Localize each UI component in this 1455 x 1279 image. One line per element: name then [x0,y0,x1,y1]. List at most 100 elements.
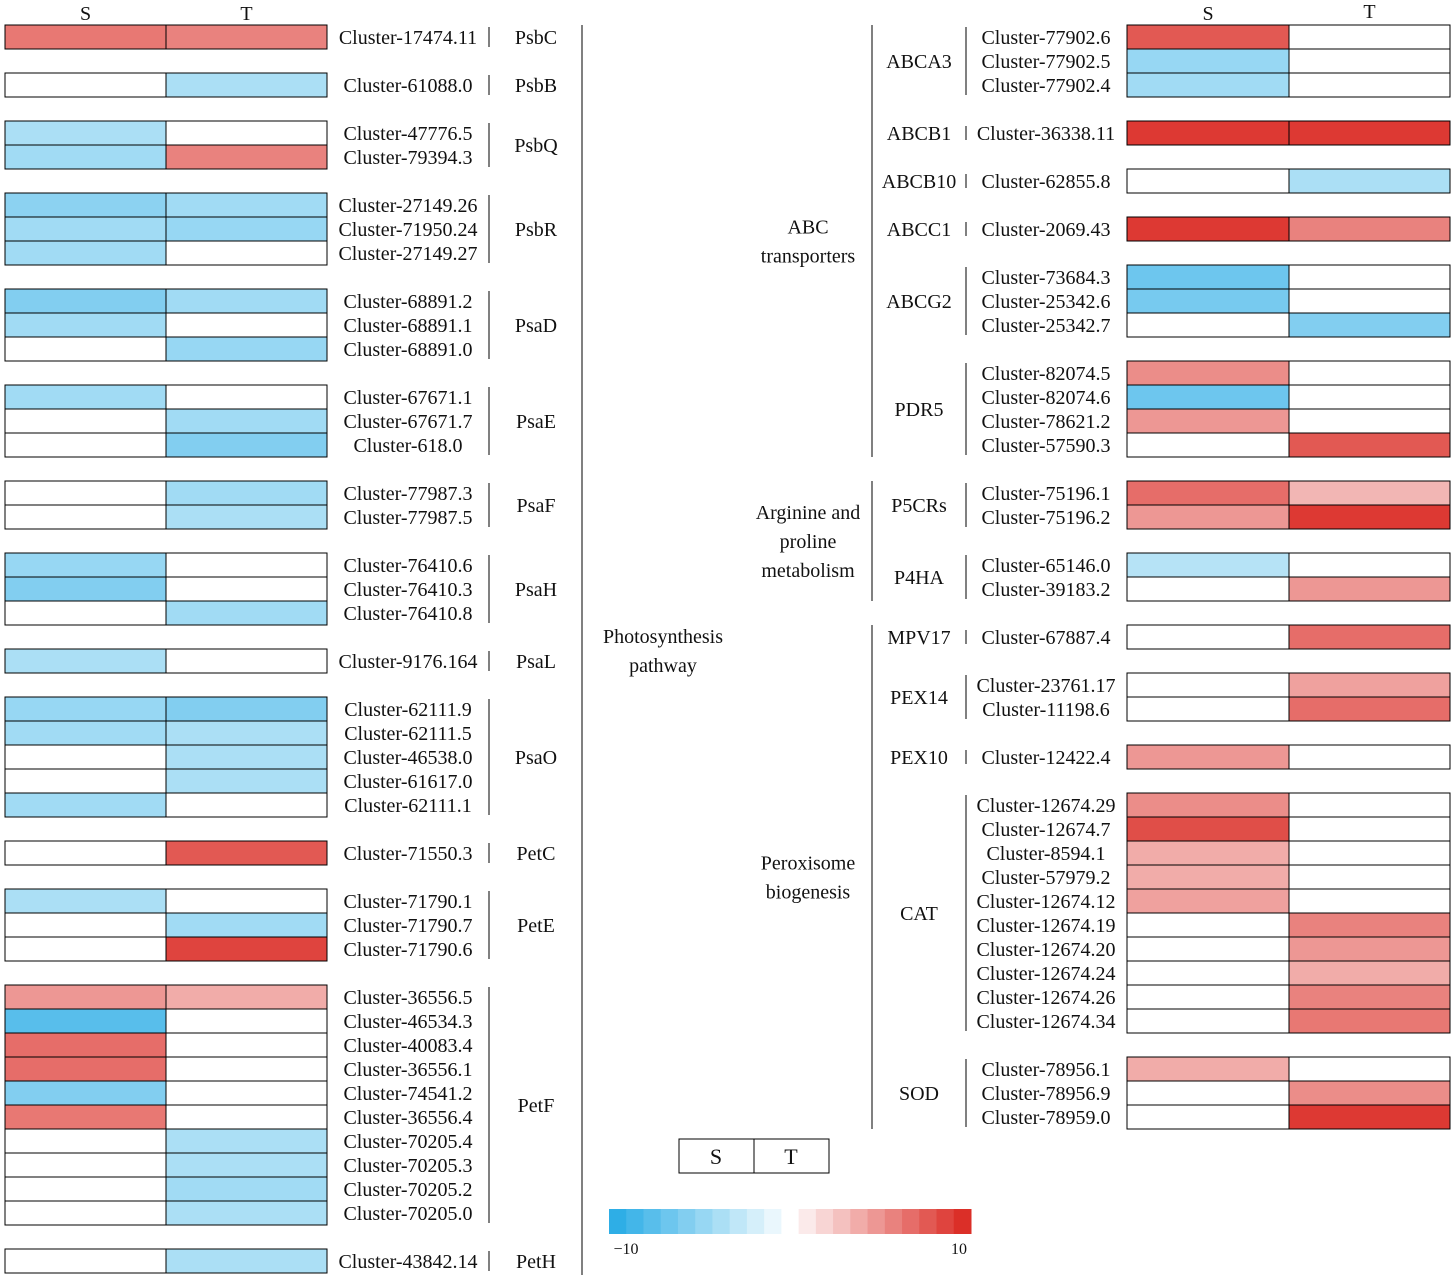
heat-cell-s [1126,264,1290,290]
heat-cell-s [1126,216,1290,242]
gene-label: PsaF [517,495,556,517]
legend-swatch [902,1209,920,1234]
heat-cell-s [1126,288,1290,314]
heat-cell-s [1126,432,1290,458]
heat-cell-t [1288,624,1451,650]
heat-cell-t [1288,168,1451,194]
heat-cell-s [4,24,167,50]
heat-cell-t [1288,984,1451,1010]
heat-cell-t [1288,840,1451,866]
right-heatmap-panel: S TCluster-77902.6Cluster-77902.5Cluster-… [756,1,1451,1130]
cluster-label: Cluster-70205.2 [343,1179,472,1201]
heat-cell-t [1288,216,1451,242]
heat-cell-t [1288,1080,1451,1106]
cluster-label: Cluster-82074.6 [981,387,1110,409]
color-scale-legend: S T −10 10 [609,1138,972,1258]
cluster-label: Cluster-27149.27 [338,243,477,265]
pathway-label: Photosynthesis [603,626,723,648]
heat-cell-s [4,1056,167,1082]
gene-label: CAT [900,903,938,925]
heat-cell-s [4,336,167,362]
heat-cell-t [165,768,328,794]
cluster-label: Cluster-70205.4 [343,1131,472,1153]
cluster-label: Cluster-70205.0 [343,1203,472,1225]
heat-cell-s [1126,384,1290,410]
heat-cell-s [4,504,167,530]
heat-cell-s [4,1176,167,1202]
heat-cell-s [1126,840,1290,866]
heat-cell-s [1126,912,1290,938]
cluster-label: Cluster-78956.9 [981,1083,1110,1105]
heat-cell-t [165,936,328,962]
cluster-label: Cluster-61088.0 [343,75,472,97]
heat-cell-t [1288,1056,1451,1082]
heat-cell-t [1288,552,1451,578]
heat-cell-t [1288,288,1451,314]
heat-cell-s [4,600,167,626]
heat-cell-t [165,1248,328,1274]
heat-cell-s [1126,576,1290,602]
heat-cell-s [1126,960,1290,986]
legend-swatch [884,1209,903,1234]
heat-cell-s [4,72,167,98]
gene-label: P4HA [894,567,945,589]
cluster-label: Cluster-75196.1 [981,483,1110,505]
cluster-label: Cluster-36556.1 [343,1059,472,1081]
heat-cell-t [1288,384,1451,410]
legend-swatch [643,1209,662,1234]
heat-cell-t [165,912,328,938]
heat-cell-t [165,792,328,818]
heat-cell-t [165,432,328,458]
heat-cell-t [165,840,328,866]
heat-cell-t [165,552,328,578]
cluster-label: Cluster-40083.4 [343,1035,472,1057]
heat-cell-t [1288,72,1451,98]
heat-cell-s [1126,120,1290,146]
heat-cell-s [4,480,167,506]
heat-cell-s [4,552,167,578]
cluster-label: Cluster-12674.12 [976,891,1115,913]
heat-cell-s [4,768,167,794]
gene-label: PsaH [515,579,557,601]
legend-swatch [867,1209,886,1234]
heat-cell-t [1288,960,1451,986]
legend-swatch [781,1209,800,1234]
cluster-label: Cluster-62111.1 [344,795,472,817]
gene-label: MPV17 [887,627,950,649]
gene-label: ABCG2 [886,291,952,313]
legend-swatch [712,1209,731,1234]
heat-cell-s [1126,312,1290,338]
cluster-label: Cluster-67887.4 [981,627,1110,649]
cluster-label: Cluster-77902.4 [981,75,1110,97]
heat-cell-t [1288,816,1451,842]
heat-cell-t [165,888,328,914]
heat-cell-s [1126,624,1290,650]
cluster-label: Cluster-25342.7 [981,315,1110,337]
cluster-label: Cluster-62855.8 [981,171,1110,193]
heat-cell-t [165,1032,328,1058]
heat-cell-s [4,1032,167,1058]
heat-cell-t [165,288,328,314]
heat-cell-t [1288,888,1451,914]
cluster-label: Cluster-43842.14 [338,1251,477,1273]
legend-key-t [753,1138,830,1174]
pathway-label: ABC [787,217,828,239]
heat-cell-s [4,720,167,746]
cluster-label: Cluster-12422.4 [981,747,1110,769]
cluster-label: Cluster-39183.2 [981,579,1110,601]
cluster-label: Cluster-12674.24 [976,963,1115,985]
left-col-label-s: S [80,3,91,25]
cluster-label: Cluster-71790.7 [343,915,472,937]
heat-cell-s [4,984,167,1010]
heat-cell-s [4,840,167,866]
cluster-label: Cluster-68891.2 [343,291,472,313]
heat-cell-s [1126,24,1290,50]
cluster-label: Cluster-57979.2 [981,867,1110,889]
cluster-label: Cluster-71550.3 [343,843,472,865]
heat-cell-t [165,504,328,530]
heat-cell-s [4,192,167,218]
heat-cell-s [4,216,167,242]
legend-swatch [609,1209,627,1234]
gene-label: PetF [518,1095,555,1117]
